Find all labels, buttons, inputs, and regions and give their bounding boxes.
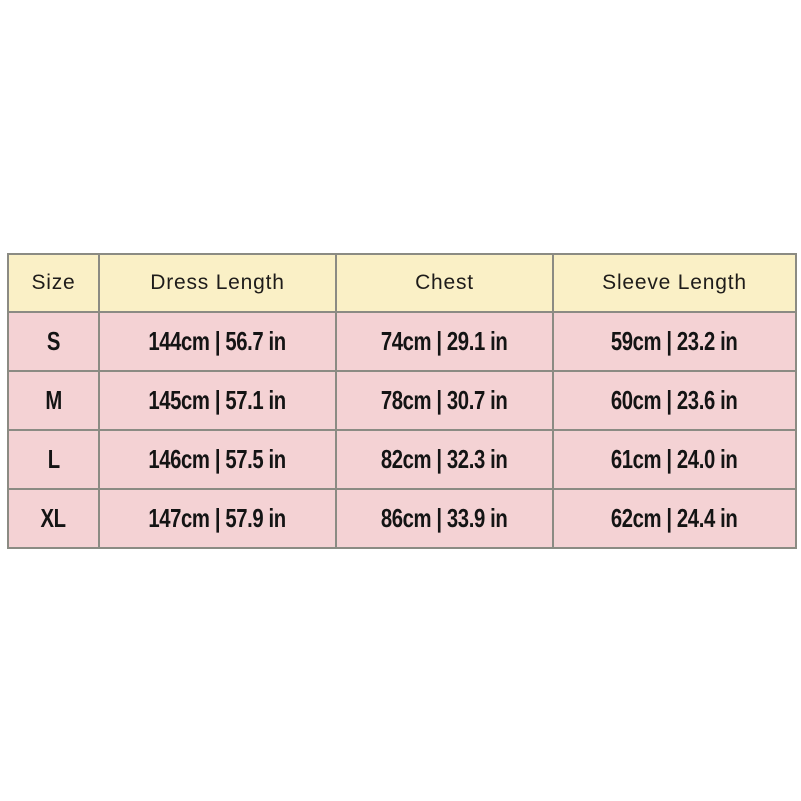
sleeve-length-value: 60cm | 23.6 in: [611, 385, 738, 415]
size-cell: XL: [7, 488, 100, 549]
size-cell: M: [7, 370, 100, 431]
chest-cell: 86cm | 33.9 in: [335, 488, 554, 549]
size-value: XL: [40, 503, 67, 533]
sleeve-length-cell: 62cm | 24.4 in: [552, 488, 797, 549]
dress-length-value: 144cm | 56.7 in: [148, 326, 287, 356]
column-header-chest: Chest: [335, 253, 554, 313]
size-chart-header: Size Dress Length Chest Sleeve Length: [7, 253, 797, 313]
chest-value: 78cm | 30.7 in: [381, 385, 508, 415]
dress-length-cell: 146cm | 57.5 in: [98, 429, 337, 490]
dress-length-value: 147cm | 57.9 in: [148, 503, 287, 533]
dress-length-value: 146cm | 57.5 in: [148, 444, 287, 474]
table-row-l: L 146cm | 57.5 in 82cm | 32.3 in 61cm | …: [7, 429, 797, 490]
chest-value: 86cm | 33.9 in: [381, 503, 508, 533]
chest-cell: 82cm | 32.3 in: [335, 429, 554, 490]
sleeve-length-cell: 61cm | 24.0 in: [552, 429, 797, 490]
sleeve-length-value: 59cm | 23.2 in: [611, 326, 738, 356]
sleeve-length-cell: 59cm | 23.2 in: [552, 311, 797, 372]
chest-cell: 74cm | 29.1 in: [335, 311, 554, 372]
dress-length-cell: 147cm | 57.9 in: [98, 488, 337, 549]
table-row-xl: XL 147cm | 57.9 in 86cm | 33.9 in 62cm |…: [7, 488, 797, 549]
chest-cell: 78cm | 30.7 in: [335, 370, 554, 431]
size-chart-table: Size Dress Length Chest Sleeve Length S …: [7, 253, 797, 549]
column-header-sleeve-length: Sleeve Length: [552, 253, 797, 313]
chest-value: 74cm | 29.1 in: [381, 326, 508, 356]
table-row-m: M 145cm | 57.1 in 78cm | 30.7 in 60cm | …: [7, 370, 797, 431]
size-value: M: [45, 385, 62, 415]
size-cell: S: [7, 311, 100, 372]
dress-length-value: 145cm | 57.1 in: [148, 385, 287, 415]
size-value: L: [47, 444, 60, 474]
sleeve-length-value: 61cm | 24.0 in: [611, 444, 738, 474]
header-row: Size Dress Length Chest Sleeve Length: [7, 253, 797, 313]
size-cell: L: [7, 429, 100, 490]
dress-length-cell: 145cm | 57.1 in: [98, 370, 337, 431]
column-header-size: Size: [7, 253, 100, 313]
table-row-s: S 144cm | 56.7 in 74cm | 29.1 in 59cm | …: [7, 311, 797, 372]
dress-length-cell: 144cm | 56.7 in: [98, 311, 337, 372]
size-chart-body: S 144cm | 56.7 in 74cm | 29.1 in 59cm | …: [7, 311, 797, 549]
sleeve-length-cell: 60cm | 23.6 in: [552, 370, 797, 431]
column-header-dress-length: Dress Length: [98, 253, 337, 313]
sleeve-length-value: 62cm | 24.4 in: [611, 503, 738, 533]
size-value: S: [46, 326, 61, 356]
chest-value: 82cm | 32.3 in: [381, 444, 508, 474]
